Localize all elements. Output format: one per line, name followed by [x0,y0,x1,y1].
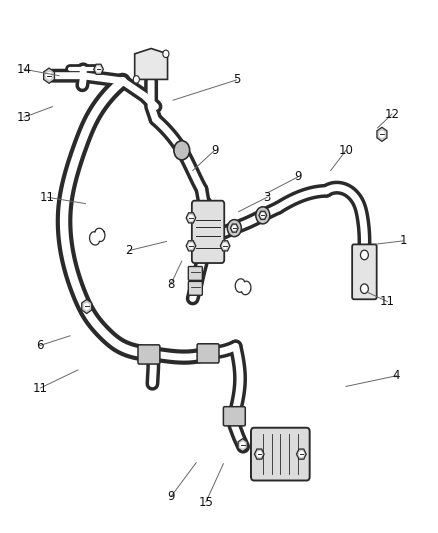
Polygon shape [186,213,196,223]
Circle shape [46,72,52,79]
Polygon shape [186,241,196,251]
Text: 14: 14 [17,63,32,76]
FancyBboxPatch shape [251,427,310,481]
Polygon shape [259,211,267,220]
Text: 11: 11 [33,382,48,394]
FancyBboxPatch shape [192,201,224,263]
Text: 4: 4 [392,369,400,382]
Circle shape [240,442,245,448]
Polygon shape [377,127,387,141]
Circle shape [85,304,89,309]
Text: 2: 2 [125,244,133,257]
Polygon shape [238,439,247,451]
Text: 1: 1 [399,235,407,247]
Circle shape [256,207,270,224]
Circle shape [227,220,241,237]
Text: 11: 11 [40,191,55,204]
Text: 3: 3 [264,191,271,204]
Text: 5: 5 [233,74,240,86]
Circle shape [299,452,303,456]
Circle shape [163,50,169,58]
Polygon shape [44,68,54,83]
Polygon shape [254,449,264,459]
FancyBboxPatch shape [352,244,377,300]
Text: 6: 6 [36,339,44,352]
Circle shape [189,215,193,220]
Text: 12: 12 [385,108,399,120]
FancyBboxPatch shape [197,344,219,363]
Circle shape [223,244,227,248]
Text: 10: 10 [339,144,353,157]
FancyBboxPatch shape [223,407,245,426]
Text: 15: 15 [198,496,213,508]
Circle shape [261,213,265,217]
Text: 9: 9 [167,490,175,503]
Circle shape [189,244,193,248]
Circle shape [258,452,261,456]
Circle shape [96,67,100,72]
Polygon shape [82,300,92,313]
Text: 11: 11 [380,295,395,308]
Circle shape [133,76,139,83]
Circle shape [360,284,368,294]
Circle shape [360,250,368,260]
Polygon shape [297,449,306,459]
Text: 13: 13 [17,111,32,124]
Polygon shape [135,49,167,79]
FancyBboxPatch shape [188,281,202,295]
Text: 9: 9 [211,144,219,157]
Circle shape [174,141,190,160]
Polygon shape [94,64,103,75]
Polygon shape [230,224,238,232]
Polygon shape [220,241,230,251]
Text: 8: 8 [167,278,174,290]
Circle shape [233,226,236,230]
FancyBboxPatch shape [188,266,202,280]
FancyBboxPatch shape [138,345,160,364]
Text: 9: 9 [294,171,302,183]
Circle shape [380,132,384,137]
